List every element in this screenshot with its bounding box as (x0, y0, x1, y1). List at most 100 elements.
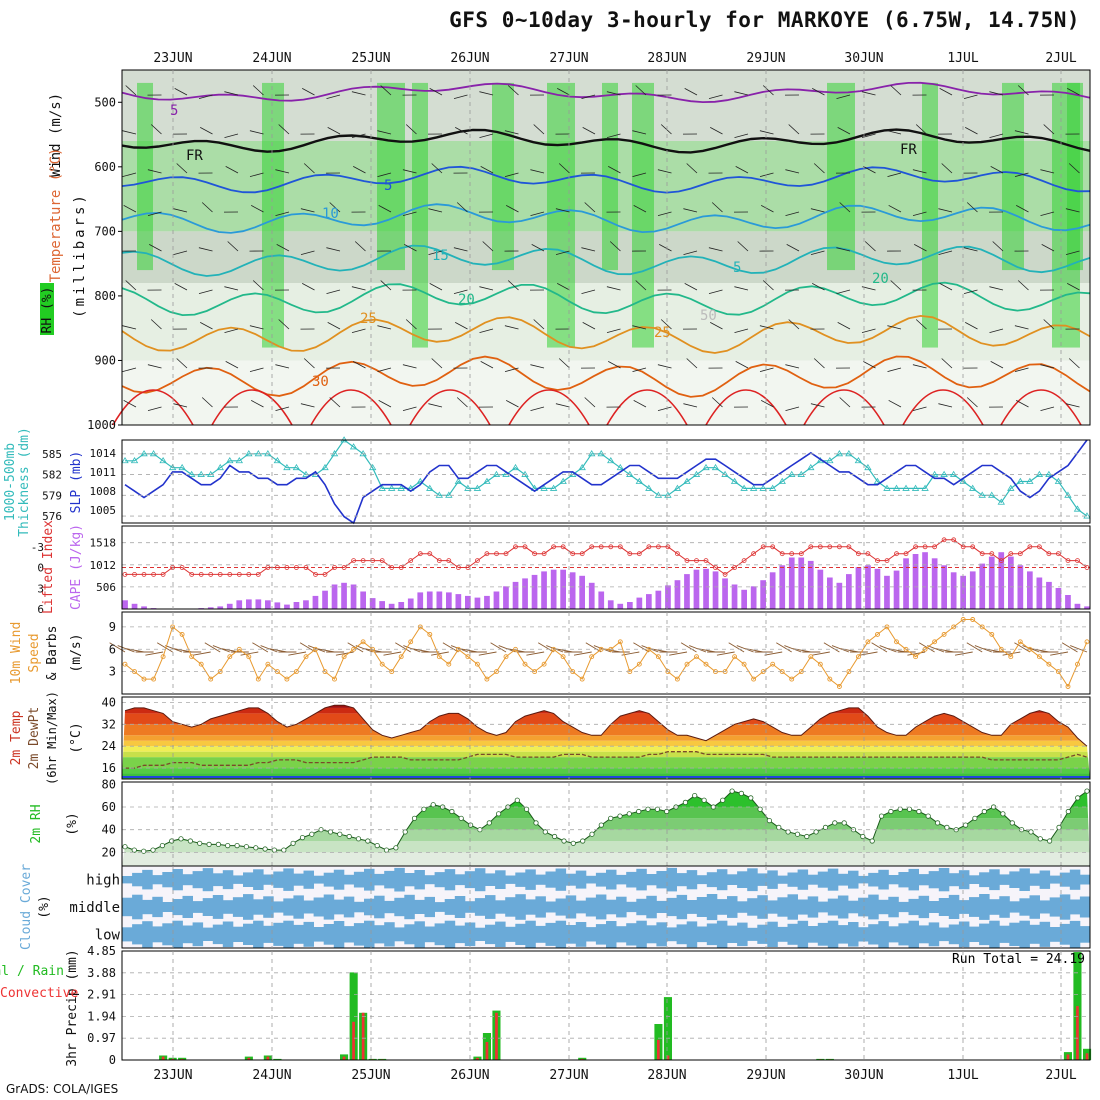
lifted-index-point (608, 544, 614, 550)
cloud-cell (656, 900, 667, 913)
wind-barb (887, 172, 902, 177)
cloud-cell (565, 873, 577, 886)
wind-barb (276, 244, 290, 252)
wind10-point (189, 654, 195, 660)
thickness-point (1073, 505, 1082, 512)
cloud-cell (444, 899, 456, 915)
cloud-cell (495, 900, 506, 914)
lifted-index-point (827, 544, 833, 550)
rh-point (682, 799, 689, 806)
wind10-barb (412, 648, 430, 653)
rh-moist-column (1067, 82, 1083, 271)
rh-point (729, 788, 735, 794)
cape-bar (969, 571, 976, 609)
wind-barb (531, 244, 545, 252)
upper-air-ytick: 800 (94, 289, 116, 303)
lifted-index-point (970, 544, 976, 550)
cloud-cell (505, 926, 516, 942)
cape-bar (293, 602, 300, 609)
temp-band (122, 740, 1090, 747)
cloud-cell (706, 894, 718, 921)
cloud-cell (958, 921, 970, 948)
cape-bar (1046, 581, 1052, 609)
wind-barb (810, 208, 825, 213)
lifted-index-point (808, 544, 814, 550)
cloud-cell (797, 899, 809, 915)
wind-barb (890, 280, 902, 291)
wind-barb (429, 283, 443, 291)
wind-barb (455, 127, 468, 135)
wind-barb (686, 163, 698, 174)
precip-conv-bar (266, 1056, 270, 1060)
cloud-cell (212, 873, 224, 887)
wind10-point (484, 676, 490, 682)
lifted-index-point (798, 551, 804, 557)
day-label-bottom: 30JUN (844, 1068, 883, 1083)
wind-barb (989, 328, 1004, 333)
wind-barb (198, 94, 213, 99)
wind-barb (1043, 124, 1055, 135)
cloud-cell (283, 898, 294, 916)
cloud-cell (595, 872, 607, 887)
thickness-point (1016, 477, 1025, 484)
rh-point (841, 820, 847, 826)
precip-ytick: 2.91 (87, 988, 116, 1002)
cloud-cell (868, 894, 879, 920)
cloud-cell (192, 901, 204, 913)
wind-barb (429, 88, 443, 96)
precip-conv-bar (476, 1057, 479, 1060)
cloud-cell (1079, 874, 1091, 885)
cloud-cell (1009, 901, 1020, 913)
wind10-barb (383, 651, 402, 656)
cape-bar (712, 571, 719, 609)
cape-bar (360, 591, 366, 609)
cloud-cell (1019, 898, 1030, 916)
wind10-point (560, 654, 566, 660)
cloud-cell (202, 927, 214, 941)
precip-conv-bar (171, 1058, 174, 1060)
cloud-cell (848, 870, 859, 889)
cape-bar (131, 603, 138, 609)
wind10-point (1075, 661, 1080, 667)
wind-barb (1067, 283, 1080, 291)
cape-bar (684, 574, 690, 609)
cloud-cell (575, 870, 587, 889)
rh-point (281, 847, 287, 853)
thickness-point (254, 450, 263, 457)
lifted-index-point (417, 551, 423, 557)
wind-barb (150, 124, 162, 135)
wind10-barb (526, 651, 545, 656)
cape-bar (265, 600, 271, 609)
wind-barb (329, 202, 341, 213)
cloud-cell (696, 926, 708, 943)
thickness-point (978, 491, 986, 498)
wind-barb (402, 406, 417, 411)
cloud-cell (253, 869, 264, 890)
precip-conv-bar (1085, 1053, 1089, 1060)
wind10-point (941, 631, 947, 637)
upper-air-ytick: 900 (94, 353, 116, 367)
cape-bar (1065, 595, 1071, 609)
cloud-cell (979, 872, 990, 888)
wind10-point (989, 631, 995, 637)
thickness-point (1054, 477, 1063, 484)
cloud-cell (595, 894, 607, 920)
day-label-top: 25JUN (351, 51, 390, 66)
cloud-cell (878, 899, 889, 915)
wind-barb (710, 322, 723, 330)
wind-barb (887, 367, 902, 372)
rh-point (589, 831, 595, 837)
wind10-point (208, 676, 214, 682)
wind-barb (456, 397, 468, 408)
cloud-cell (1039, 921, 1051, 947)
cloud-cell (837, 873, 849, 886)
cloud-cell (485, 924, 496, 945)
wind10-barb (165, 645, 183, 653)
cloud-cell (1059, 894, 1071, 920)
cloud-cell (787, 872, 798, 887)
wind-barb (861, 91, 876, 96)
cloud-cell (787, 894, 798, 920)
cloud-cell (474, 868, 486, 892)
lifted-index-point (141, 572, 147, 577)
cape-bar (836, 582, 843, 609)
